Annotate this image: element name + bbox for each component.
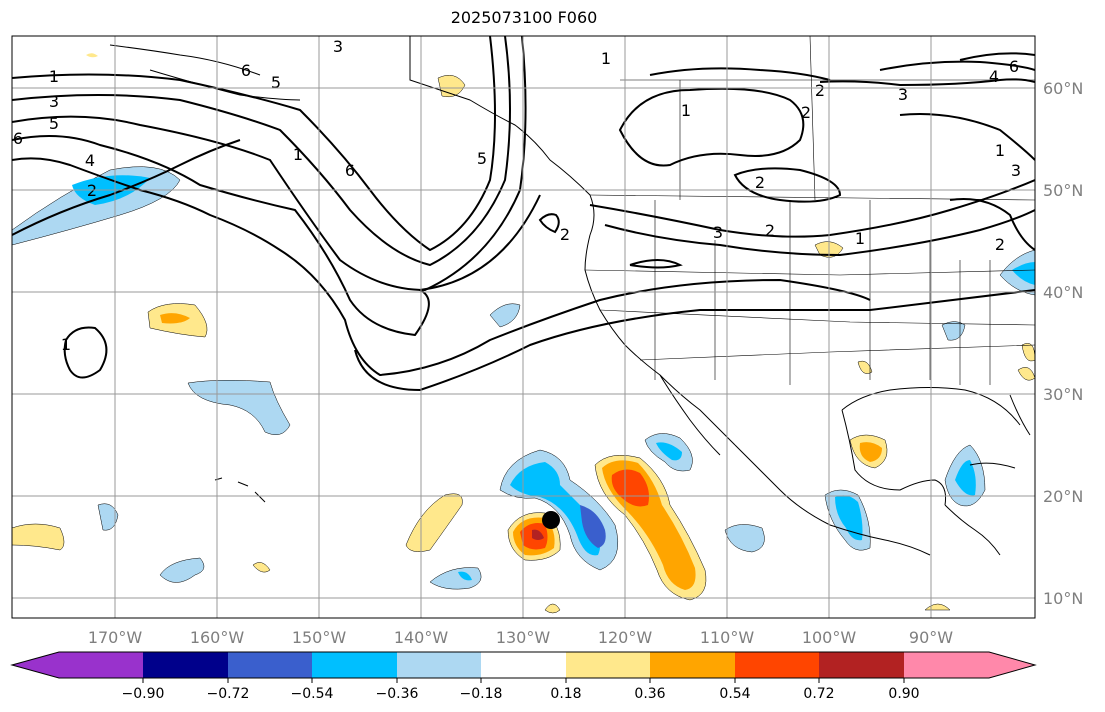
colorbar-extend-low <box>12 652 59 678</box>
svg-text:0.90: 0.90 <box>888 686 919 702</box>
svg-text:1: 1 <box>601 49 611 68</box>
svg-text:5: 5 <box>49 114 59 133</box>
svg-text:3: 3 <box>1011 161 1021 180</box>
contour-labels: 1 3 5 6 4 2 6 3 5 1 6 5 1 2 1 2 3 2 1 4 … <box>13 37 1021 354</box>
latitude-labels: 10°N 20°N 30°N 40°N 50°N 60°N <box>1043 79 1083 608</box>
svg-text:40°N: 40°N <box>1043 283 1083 302</box>
svg-text:10°N: 10°N <box>1043 589 1083 608</box>
svg-text:20°N: 20°N <box>1043 487 1083 506</box>
svg-text:1: 1 <box>61 335 71 354</box>
svg-text:1: 1 <box>855 229 865 248</box>
svg-text:1: 1 <box>681 101 691 120</box>
svg-text:1: 1 <box>995 141 1005 160</box>
svg-text:120°W: 120°W <box>598 628 653 647</box>
svg-text:6: 6 <box>345 161 355 180</box>
svg-text:0.72: 0.72 <box>803 686 834 702</box>
svg-text:160°W: 160°W <box>190 628 245 647</box>
svg-text:3: 3 <box>713 223 723 242</box>
svg-text:4: 4 <box>85 151 95 170</box>
svg-text:2: 2 <box>765 221 775 240</box>
svg-text:2: 2 <box>815 81 825 100</box>
svg-text:2: 2 <box>755 173 765 192</box>
svg-text:5: 5 <box>271 73 281 92</box>
contour-lines <box>12 36 1035 392</box>
svg-text:6: 6 <box>13 129 23 148</box>
colorbar: −0.90 −0.72 −0.54 −0.36 −0.18 0.18 0.36 … <box>10 651 1037 702</box>
svg-text:50°N: 50°N <box>1043 181 1083 200</box>
longitude-labels: 170°W 160°W 150°W 140°W 130°W 120°W 110°… <box>88 628 953 647</box>
shaded-field <box>12 53 1035 614</box>
svg-text:30°N: 30°N <box>1043 385 1083 404</box>
svg-text:90°W: 90°W <box>909 628 953 647</box>
svg-text:1: 1 <box>49 67 59 86</box>
svg-text:3: 3 <box>898 85 908 104</box>
svg-text:−0.72: −0.72 <box>207 686 250 702</box>
svg-text:0.54: 0.54 <box>719 686 750 702</box>
svg-text:0.36: 0.36 <box>634 686 665 702</box>
svg-text:1: 1 <box>293 145 303 164</box>
svg-text:130°W: 130°W <box>496 628 551 647</box>
svg-text:2: 2 <box>995 235 1005 254</box>
svg-text:170°W: 170°W <box>88 628 143 647</box>
svg-text:2: 2 <box>801 103 811 122</box>
svg-text:150°W: 150°W <box>292 628 347 647</box>
svg-text:−0.90: −0.90 <box>122 686 165 702</box>
svg-text:140°W: 140°W <box>394 628 449 647</box>
colorbar-extend-high <box>989 652 1035 678</box>
svg-text:5: 5 <box>477 149 487 168</box>
map-frame <box>11 35 1036 619</box>
svg-text:100°W: 100°W <box>802 628 857 647</box>
map-title: 2025073100 F060 <box>450 8 598 27</box>
svg-text:60°N: 60°N <box>1043 79 1083 98</box>
storm-location-marker <box>542 511 560 529</box>
svg-text:6: 6 <box>241 61 251 80</box>
svg-text:110°W: 110°W <box>700 628 755 647</box>
graticule <box>12 36 1035 618</box>
svg-text:−0.36: −0.36 <box>376 686 419 702</box>
svg-text:6: 6 <box>1009 57 1019 76</box>
svg-text:3: 3 <box>333 37 343 56</box>
svg-text:−0.54: −0.54 <box>291 686 334 702</box>
svg-text:4: 4 <box>989 67 999 86</box>
svg-text:−0.18: −0.18 <box>460 686 503 702</box>
svg-text:0.18: 0.18 <box>550 686 581 702</box>
svg-text:3: 3 <box>49 92 59 111</box>
svg-text:2: 2 <box>560 225 570 244</box>
